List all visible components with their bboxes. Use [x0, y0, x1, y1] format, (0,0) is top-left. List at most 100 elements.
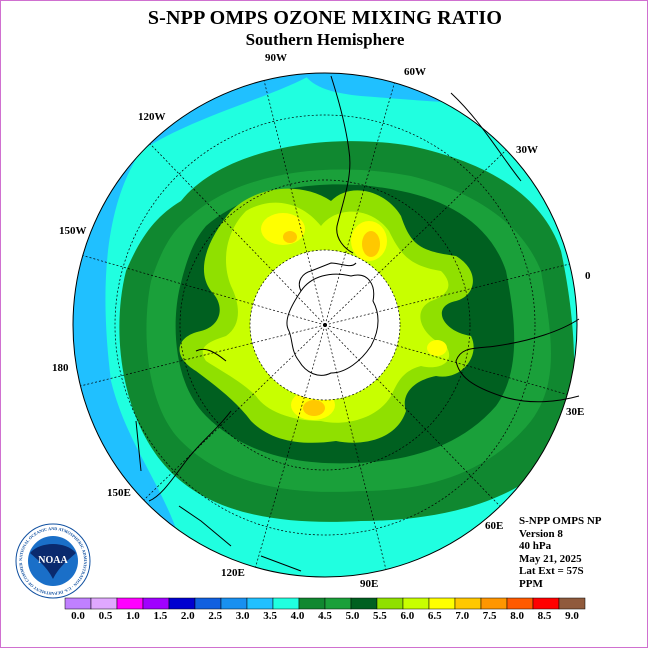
- colorbar: 0.0 0.5 1.0 1.5 2.0 2.5 3.0 3.5 4.0 4.5 5.0 5.5 6.0 6…: [64, 597, 586, 622]
- lon-label-150w: 150W: [59, 225, 87, 237]
- meridian-line: [378, 149, 507, 274]
- coastlines: [135, 75, 580, 572]
- colorbar-swatch: [350, 597, 378, 610]
- field-blue-west: [73, 73, 331, 577]
- colorbar-swatch: [90, 597, 118, 610]
- lon-label-180: 180: [52, 362, 69, 374]
- colorbar-tick-label: 3.5: [263, 610, 277, 622]
- nz-coast: [195, 348, 227, 362]
- noaa-logo-bird: [30, 544, 76, 579]
- colorbar-swatch: [298, 597, 326, 610]
- graticule-circle-3: [114, 114, 536, 536]
- meridian-line-inner: [324, 324, 398, 347]
- map-title: S-NPP OMPS OZONE MIXING RATIO: [147, 7, 503, 29]
- meridian-line-inner: [324, 272, 380, 326]
- colorbar-tick-label: 9.0: [565, 610, 579, 622]
- meridian-line: [376, 378, 501, 507]
- info-block: S-NPP OMPS NP Version 8 40 hPa May 21, 2…: [519, 515, 602, 590]
- noaa-logo-text: NOAA: [38, 555, 68, 566]
- colorbar-swatch: [194, 597, 222, 610]
- lon-label-90e: 90E: [360, 578, 378, 590]
- africa-coast: [455, 318, 580, 403]
- map-rim: [72, 72, 578, 578]
- colorbar-swatch: [220, 597, 248, 610]
- info-level: 40 hPa: [519, 540, 552, 552]
- info-instrument: S-NPP OMPS NP: [519, 515, 602, 527]
- field-orange-3: [303, 400, 325, 416]
- colorbar-tick-label: 7.0: [455, 610, 469, 622]
- lon-label-60e: 60E: [485, 520, 503, 532]
- meridian-line-inner: [272, 270, 326, 326]
- meridian-line: [345, 82, 395, 254]
- info-version: Version 8: [519, 527, 563, 540]
- colorbar-swatch: [532, 597, 560, 610]
- colorbar-tick-label: 4.5: [318, 610, 332, 622]
- meridian-line: [80, 342, 253, 387]
- graticule: [80, 80, 570, 570]
- colorbar-tick-label: 8.5: [538, 610, 552, 622]
- colorbar-tick-label: 6.5: [428, 610, 442, 622]
- colorbar-tick-label: 4.0: [291, 610, 305, 622]
- colorbar-tick-label: 6.0: [400, 610, 414, 622]
- colorbar-swatch: [428, 597, 456, 610]
- colorbar-swatch: [558, 597, 586, 610]
- colorbar-swatch: [376, 597, 404, 610]
- meridian-line-inner: [252, 324, 326, 344]
- colorbar-swatch: [324, 597, 352, 610]
- field-orange-1: [283, 231, 297, 243]
- colorbar-tick-label: 2.0: [181, 610, 195, 622]
- colorbar-swatch: [246, 597, 274, 610]
- meridian-line-inner: [303, 324, 326, 398]
- lon-label-30w: 30W: [516, 144, 538, 156]
- colorbar-swatch: [506, 597, 534, 610]
- colorbar-swatch: [168, 597, 196, 610]
- meridian-line-inner: [306, 252, 326, 326]
- graticule-circle-2: [179, 179, 471, 471]
- colorbar-tick-label: 3.0: [236, 610, 250, 622]
- colorbar-swatch: [272, 597, 300, 610]
- south-pole-marker: [323, 323, 327, 327]
- colorbar-swatch: [116, 597, 144, 610]
- lon-label-60w: 60W: [404, 66, 426, 78]
- colorbar-tick-label: 1.5: [153, 610, 167, 622]
- lon-label-30e: 30E: [566, 406, 584, 418]
- south-america-east: [450, 92, 522, 182]
- lon-label-90w: 90W: [265, 52, 287, 64]
- colorbar-tick-label: 5.0: [346, 610, 360, 622]
- australia-west: [148, 410, 232, 502]
- meridian-line: [143, 376, 272, 501]
- colorbar-swatch: [64, 597, 92, 610]
- south-america-coast: [330, 75, 354, 254]
- field-yellow-1: [261, 213, 305, 245]
- meridian-line-inner: [270, 324, 326, 378]
- info-lat-extent: Lat Ext = 57S: [519, 565, 584, 577]
- meridian-line-inner: [324, 324, 344, 398]
- meridian-line-inner: [252, 303, 326, 326]
- colorbar-tick-label: 0.0: [71, 610, 85, 622]
- antarctic-peninsula: [298, 262, 357, 292]
- meridian-line-inner: [324, 324, 378, 380]
- islands-coast: [135, 420, 302, 572]
- colorbar-tick-label: 1.0: [126, 610, 140, 622]
- colorbar-tick-label: 7.5: [483, 610, 497, 622]
- colorbar-tick-label: 8.0: [510, 610, 524, 622]
- longitude-labels: 90W 60W 30W 0 30E 60E 90E 120E 150E 180 …: [52, 52, 591, 590]
- lon-label-0: 0: [585, 270, 591, 282]
- meridian-line: [342, 397, 387, 570]
- meridian-line-inner: [324, 252, 347, 326]
- colorbar-swatch: [142, 597, 170, 610]
- lon-label-120w: 120W: [138, 111, 166, 123]
- field-orange-2: [362, 231, 380, 257]
- meridian-line: [149, 143, 274, 272]
- meridian-line: [255, 396, 305, 568]
- colorbar-swatch: [454, 597, 482, 610]
- meridians: [80, 80, 570, 570]
- info-date: May 21, 2025: [519, 552, 582, 565]
- lon-label-150e: 150E: [107, 487, 131, 499]
- map-subtitle: Southern Hemisphere: [245, 30, 405, 49]
- graticule-circle-1: [249, 249, 401, 401]
- lon-label-120e: 120E: [221, 567, 245, 579]
- noaa-logo: NATIONAL OCEANIC AND ATMOSPHERIC ADMINIS…: [15, 523, 91, 599]
